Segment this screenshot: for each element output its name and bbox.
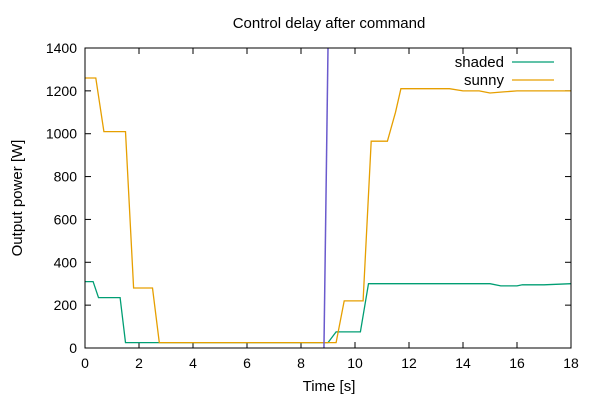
series-line-shaded <box>85 280 572 344</box>
x-tick-label: 14 <box>455 355 471 371</box>
legend-label: sunny <box>464 72 505 89</box>
y-tick-label: 200 <box>54 297 78 313</box>
x-tick-label: 4 <box>189 355 197 371</box>
command-marker-line <box>323 47 329 349</box>
legend-label: shaded <box>455 54 504 71</box>
y-tick-label: 1000 <box>46 126 77 142</box>
plot-area: 0 2 4 6 8 10 12 14 16 18 0 200 400 600 800 1000 1200 1400… <box>46 40 579 371</box>
y-tick-label: 1200 <box>46 83 77 99</box>
x-tick-label: 10 <box>347 355 363 371</box>
x-tick-label: 16 <box>509 355 525 371</box>
chart-title: Control delay after command <box>233 15 426 32</box>
x-tick-label: 2 <box>135 355 143 371</box>
x-tick-label: 8 <box>297 355 305 371</box>
y-tick-label: 800 <box>54 169 78 185</box>
x-tick-label: 12 <box>401 355 417 371</box>
y-tick-label: 400 <box>54 254 78 270</box>
x-tick-label: 18 <box>563 355 579 371</box>
y-tick-label: 1400 <box>46 40 77 56</box>
y-tick-label: 0 <box>69 340 77 356</box>
plot-frame <box>84 47 572 349</box>
x-tick-label: 6 <box>243 355 251 371</box>
y-tick-label: 600 <box>54 211 78 227</box>
y-axis-label: Output power [W] <box>9 140 26 257</box>
x-tick-label: 0 <box>81 355 89 371</box>
x-axis-label: Time [s] <box>303 378 356 395</box>
series-line-sunny <box>85 77 571 344</box>
